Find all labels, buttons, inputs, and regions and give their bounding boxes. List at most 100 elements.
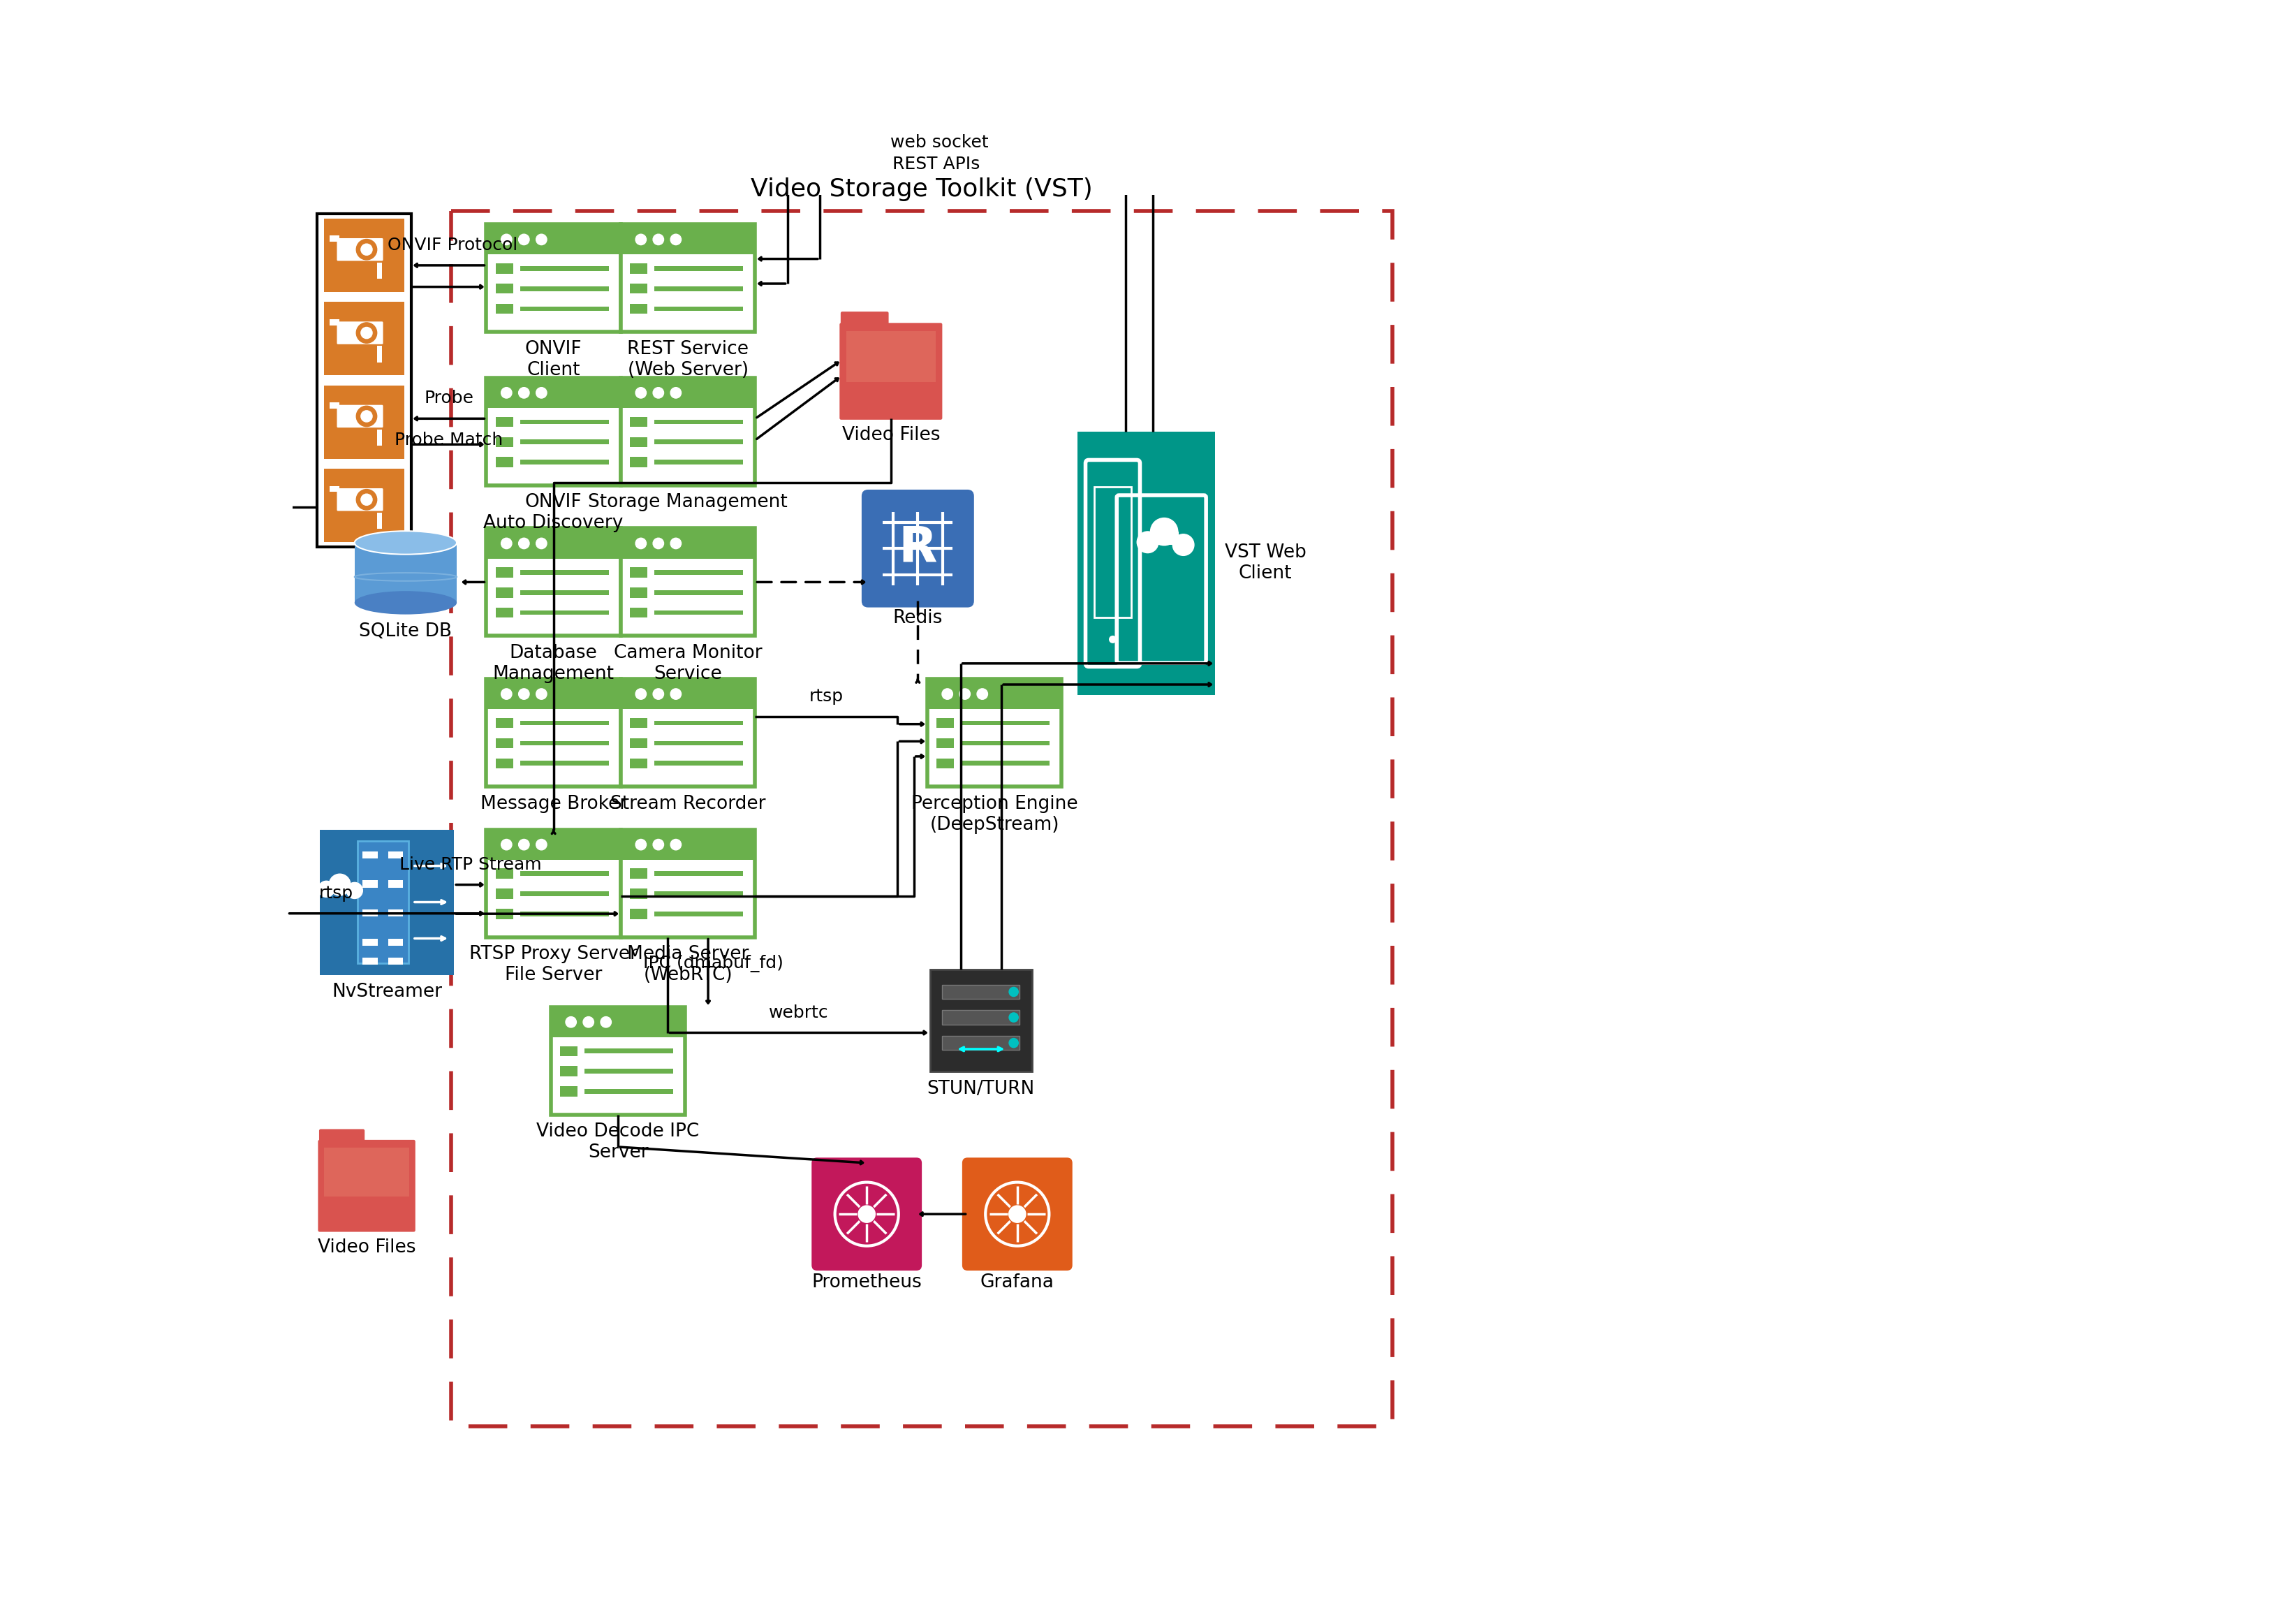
Circle shape	[360, 244, 372, 255]
Circle shape	[319, 880, 335, 896]
Bar	[496, 888, 514, 898]
Bar	[363, 909, 379, 916]
Text: Grafana: Grafana	[980, 1273, 1054, 1291]
Bar	[629, 437, 647, 447]
Circle shape	[636, 689, 645, 700]
Text: Probe Match: Probe Match	[395, 432, 503, 448]
Text: R: R	[898, 525, 937, 573]
Circle shape	[636, 234, 645, 245]
Circle shape	[1137, 531, 1159, 552]
Circle shape	[636, 388, 645, 398]
Text: NvStreamer: NvStreamer	[331, 983, 443, 1000]
Bar	[960, 721, 1049, 726]
Bar	[519, 570, 608, 575]
Bar	[328, 235, 340, 242]
Bar	[629, 718, 647, 728]
Bar	[496, 869, 514, 879]
Text: Prometheus: Prometheus	[813, 1273, 921, 1291]
Bar	[585, 1069, 673, 1073]
Bar	[363, 851, 379, 859]
Bar	[620, 528, 755, 559]
Circle shape	[535, 538, 546, 549]
Bar	[654, 286, 744, 291]
Bar	[388, 909, 404, 916]
Bar	[496, 417, 514, 427]
Bar	[1095, 487, 1132, 617]
Bar	[629, 758, 647, 768]
Bar	[519, 892, 608, 896]
Bar	[654, 307, 744, 312]
Circle shape	[636, 538, 645, 549]
Text: rtsp: rtsp	[808, 689, 843, 705]
Text: Stream Recorder: Stream Recorder	[611, 794, 765, 812]
Bar	[1077, 432, 1215, 695]
Bar	[496, 304, 514, 313]
Bar	[941, 1036, 1019, 1051]
Circle shape	[356, 239, 377, 260]
Circle shape	[670, 840, 682, 849]
Bar	[496, 437, 514, 447]
Text: Video Storage Toolkit (VST): Video Storage Toolkit (VST)	[751, 177, 1093, 201]
Bar	[519, 266, 608, 271]
Bar	[519, 911, 608, 916]
Bar	[519, 440, 608, 445]
Bar	[496, 909, 514, 919]
Bar	[620, 528, 755, 637]
Text: SQLite DB: SQLite DB	[358, 622, 452, 640]
Bar	[928, 679, 1061, 710]
Circle shape	[501, 689, 512, 700]
Circle shape	[1008, 987, 1019, 997]
Circle shape	[941, 689, 953, 700]
Text: Database
Management: Database Management	[494, 645, 615, 684]
Bar	[654, 741, 744, 745]
Bar	[354, 542, 457, 603]
Circle shape	[1008, 1012, 1019, 1023]
Text: RTSP Proxy Server
File Server: RTSP Proxy Server File Server	[468, 945, 638, 984]
Circle shape	[535, 234, 546, 245]
Bar	[324, 385, 404, 460]
Bar	[519, 721, 608, 726]
Text: VST Web
Client: VST Web Client	[1224, 544, 1306, 583]
Text: Perception Engine
(DeepStream): Perception Engine (DeepStream)	[912, 794, 1077, 833]
Circle shape	[535, 388, 546, 398]
Bar	[654, 570, 744, 575]
Circle shape	[652, 538, 664, 549]
Bar	[519, 286, 608, 291]
Bar	[452, 211, 1391, 1426]
Bar	[328, 403, 340, 409]
Text: Storage Management: Storage Management	[588, 494, 788, 512]
Circle shape	[519, 840, 530, 849]
Bar	[654, 892, 744, 896]
Bar	[519, 590, 608, 594]
Bar	[930, 970, 1033, 1072]
Bar	[388, 851, 404, 859]
Bar	[487, 378, 620, 486]
Text: REST APIs: REST APIs	[893, 156, 980, 172]
Circle shape	[859, 1205, 875, 1223]
Bar	[560, 1067, 579, 1077]
Circle shape	[670, 234, 682, 245]
Ellipse shape	[354, 591, 457, 614]
Bar	[654, 460, 744, 464]
FancyBboxPatch shape	[319, 1140, 416, 1233]
Bar	[496, 737, 514, 749]
Bar	[496, 263, 514, 273]
Bar	[654, 870, 744, 875]
Text: ONVIF Protocol: ONVIF Protocol	[388, 237, 517, 253]
Bar	[496, 567, 514, 578]
Bar	[620, 224, 755, 331]
Circle shape	[565, 1017, 576, 1028]
Bar	[560, 1046, 579, 1056]
Circle shape	[1008, 1038, 1019, 1047]
Bar	[937, 737, 955, 749]
Circle shape	[1109, 635, 1116, 643]
FancyBboxPatch shape	[962, 1158, 1072, 1270]
Circle shape	[1008, 1205, 1026, 1223]
Bar	[620, 378, 755, 486]
Bar	[496, 718, 514, 728]
Bar	[363, 957, 379, 965]
Circle shape	[583, 1017, 595, 1028]
Bar	[358, 841, 409, 963]
Text: ONVIF
Auto Discovery: ONVIF Auto Discovery	[484, 494, 625, 533]
FancyBboxPatch shape	[861, 489, 974, 607]
